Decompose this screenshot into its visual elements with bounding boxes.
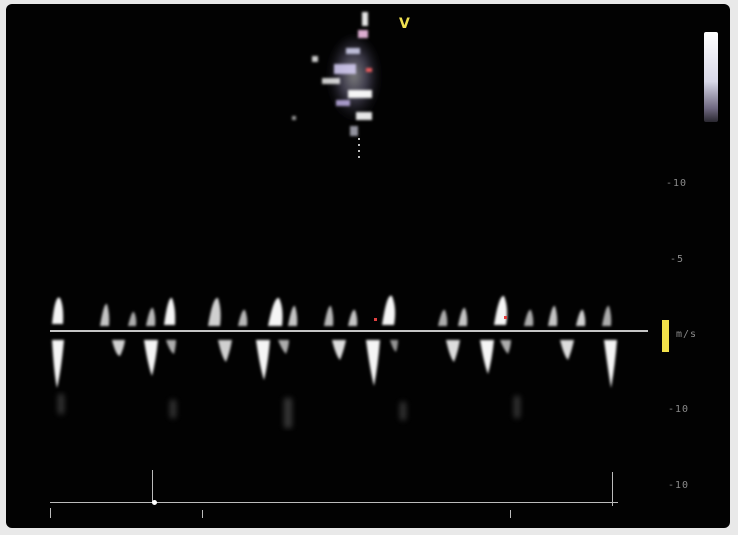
time-axis-tick-start xyxy=(152,470,153,502)
scale-label-3: -10 xyxy=(668,404,690,415)
scale-label-1: -10 xyxy=(666,178,688,189)
baseline-marker xyxy=(662,320,669,352)
doppler-spectrum-lower xyxy=(52,340,617,388)
scale-label-4: -10 xyxy=(668,480,690,491)
time-axis-cursor-dot xyxy=(152,500,157,505)
top-marker: V xyxy=(399,16,410,32)
scale-label-2: -5 xyxy=(670,254,685,265)
time-axis-tick-mid-1 xyxy=(202,510,203,518)
sector-image xyxy=(324,36,384,136)
time-axis-tick-end xyxy=(612,472,613,506)
time-axis-tick-mid-2 xyxy=(510,510,511,518)
doppler-baseline xyxy=(50,330,648,332)
sector-dotted-line xyxy=(358,138,360,158)
grayscale-bar xyxy=(704,32,718,122)
sector-speckle xyxy=(292,12,372,136)
ultrasound-frame: V -10 -5 m/s -10 -10 xyxy=(6,4,730,528)
time-axis-tick-left xyxy=(50,508,51,518)
scale-unit-label: m/s xyxy=(676,329,698,340)
time-axis xyxy=(50,502,618,503)
doppler-spectrum-upper xyxy=(52,295,612,326)
doppler-faint-echoes xyxy=(58,394,520,428)
doppler-red-dots xyxy=(374,316,507,321)
doppler-display xyxy=(52,12,617,428)
